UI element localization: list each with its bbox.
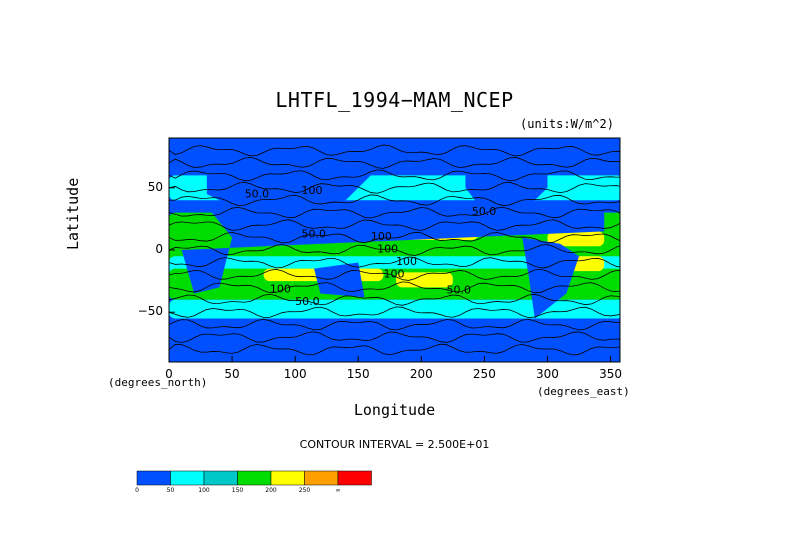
contour-label: 100 — [371, 230, 392, 243]
land-mass — [314, 262, 365, 298]
x-tick-label: 350 — [599, 367, 622, 381]
contour-line — [169, 219, 620, 231]
colorbar-swatch — [270, 470, 305, 486]
x-tick-label: 0 — [165, 367, 173, 381]
contour-label: 50.0 — [245, 188, 270, 201]
y-axis-label: Latitude — [64, 177, 82, 250]
contour-line — [169, 194, 620, 207]
x-axis-label: Longitude — [353, 401, 436, 419]
colorbar-swatch — [237, 470, 272, 486]
colorbar-swatch — [304, 470, 339, 486]
x-tick-label: 100 — [283, 367, 307, 381]
colorbar-swatch — [203, 470, 238, 486]
contour-label: 100 — [377, 242, 398, 255]
contour-label: 50.0 — [295, 295, 320, 308]
land-mass — [522, 237, 579, 319]
contour-interval-text: CONTOUR INTERVAL = 2.500E+01 — [299, 438, 490, 451]
contour-line — [169, 343, 620, 356]
contour-label: 100 — [270, 282, 291, 295]
colorbar-swatch — [337, 470, 372, 486]
units-label: (units:W/m^2) — [520, 117, 614, 131]
chart-title: LHTFL_1994−MAM_NCEP — [275, 88, 514, 112]
contour-line — [169, 244, 620, 256]
field-band — [169, 299, 620, 319]
colorbar-swatch — [170, 470, 205, 486]
contour-line — [169, 169, 620, 182]
contour-label: 100 — [301, 184, 322, 197]
colorbar-label: 50 — [166, 487, 175, 494]
contour-line — [169, 306, 620, 318]
contour-line — [169, 318, 620, 331]
contour-line — [169, 331, 620, 343]
y-tick-label: −50 — [137, 304, 163, 319]
y-tick-label: 50 — [147, 179, 163, 194]
contour-line — [169, 181, 620, 194]
contour-label: 50.0 — [447, 284, 472, 297]
colorbar-label: ∞ — [335, 487, 341, 494]
contour-line — [169, 293, 620, 306]
colorbar-label: 0 — [135, 487, 139, 494]
y-tick-label: 0 — [155, 242, 163, 256]
colorbar-swatch — [136, 470, 171, 486]
contour-line — [169, 268, 620, 281]
colorbar-label: 200 — [265, 487, 277, 494]
contour-line — [169, 156, 620, 169]
contour-line — [169, 256, 620, 269]
contour-line — [169, 281, 620, 294]
contour-label: 100 — [396, 255, 417, 268]
colorbar-label: 100 — [198, 487, 210, 494]
land-mass — [169, 337, 620, 362]
contour-line — [169, 144, 620, 157]
colorbar-label: 150 — [231, 487, 244, 494]
land-mass — [206, 162, 384, 238]
contour-label: 50.0 — [301, 228, 326, 241]
x-axis-unit-label: (degrees_east) — [537, 385, 630, 398]
field-band — [396, 272, 453, 288]
colorbar-label: 250 — [298, 487, 311, 494]
x-tick-label: 50 — [224, 367, 240, 381]
contour-line — [169, 231, 620, 244]
x-tick-label: 250 — [472, 367, 496, 381]
x-tick-label: 200 — [409, 367, 433, 381]
contour-line — [169, 206, 620, 219]
contour-label: 50.0 — [472, 205, 497, 218]
y-axis-unit-label: (degrees_north) — [108, 376, 208, 389]
x-tick-label: 300 — [536, 367, 559, 381]
x-tick-label: 150 — [346, 367, 370, 381]
contour-label: 100 — [383, 267, 404, 280]
